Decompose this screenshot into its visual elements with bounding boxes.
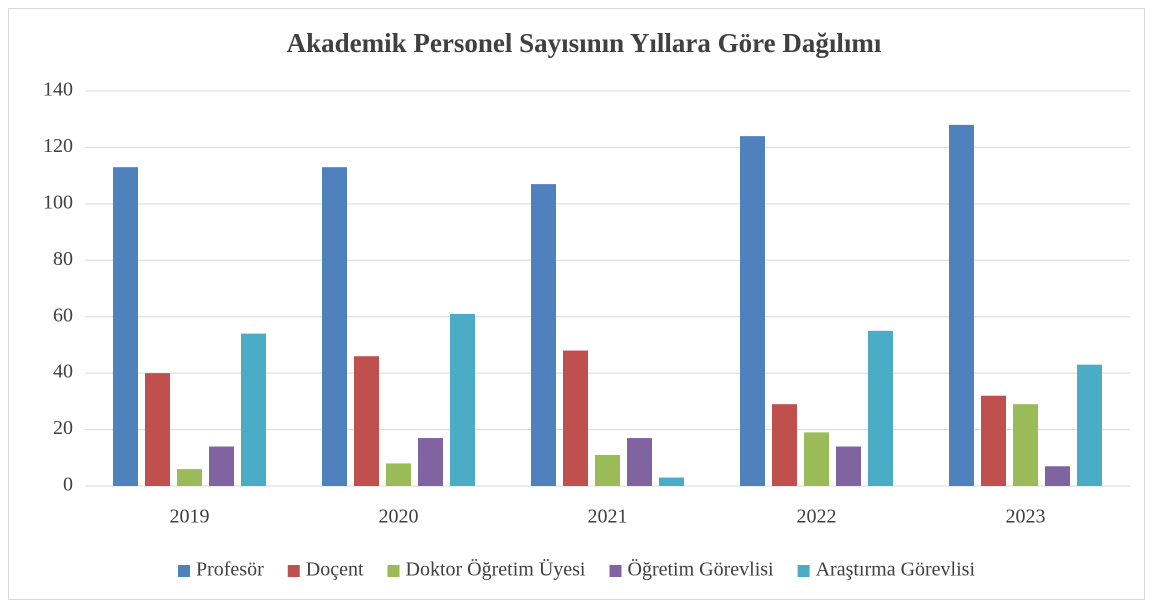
legend-label: Araştırma Görevlisi xyxy=(816,559,976,581)
bar xyxy=(241,333,266,486)
x-tick-label: 2022 xyxy=(797,506,837,528)
legend-label: Doktor Öğretim Üyesi xyxy=(406,558,586,581)
x-tick-label: 2019 xyxy=(170,506,210,528)
bar xyxy=(322,167,347,486)
bar xyxy=(1013,404,1038,486)
bar xyxy=(531,184,556,486)
x-tick-label: 2023 xyxy=(1006,506,1046,528)
bar xyxy=(209,446,234,486)
y-tick-label: 80 xyxy=(53,248,73,270)
chart-title: Akademik Personel Sayısının Yıllara Göre… xyxy=(287,28,882,58)
y-tick-label: 140 xyxy=(43,79,73,101)
legend-label: Öğretim Görevlisi xyxy=(628,558,775,581)
bar xyxy=(418,438,443,486)
bar xyxy=(563,350,588,486)
bar xyxy=(804,432,829,486)
bar xyxy=(386,463,411,486)
x-tick-label: 2020 xyxy=(379,506,419,528)
bar xyxy=(627,438,652,486)
y-tick-label: 60 xyxy=(53,304,73,326)
bar xyxy=(595,454,620,486)
y-tick-label: 100 xyxy=(43,191,73,213)
bar xyxy=(868,330,893,486)
bar xyxy=(740,136,765,486)
y-tick-label: 40 xyxy=(53,361,73,383)
bar xyxy=(659,477,684,486)
y-tick-label: 20 xyxy=(53,417,73,439)
legend-swatch xyxy=(287,565,300,577)
y-tick-label: 120 xyxy=(43,135,73,157)
bar xyxy=(1045,466,1070,486)
legend-swatch xyxy=(177,565,190,577)
bar xyxy=(772,404,797,486)
legend-label: Doçent xyxy=(306,559,364,581)
legend-swatch xyxy=(387,565,400,577)
bar xyxy=(949,124,974,486)
legend-swatch xyxy=(609,565,622,577)
bar xyxy=(450,313,475,486)
bar xyxy=(981,395,1006,486)
legend-swatch xyxy=(797,565,810,577)
legend-label: Profesör xyxy=(196,559,264,581)
x-tick-label: 2021 xyxy=(588,506,628,528)
bar xyxy=(145,373,170,486)
bar xyxy=(354,356,379,486)
bar xyxy=(1077,364,1102,486)
bar xyxy=(836,446,861,486)
y-tick-label: 0 xyxy=(63,474,73,496)
bar xyxy=(177,469,202,486)
bar xyxy=(113,167,138,486)
